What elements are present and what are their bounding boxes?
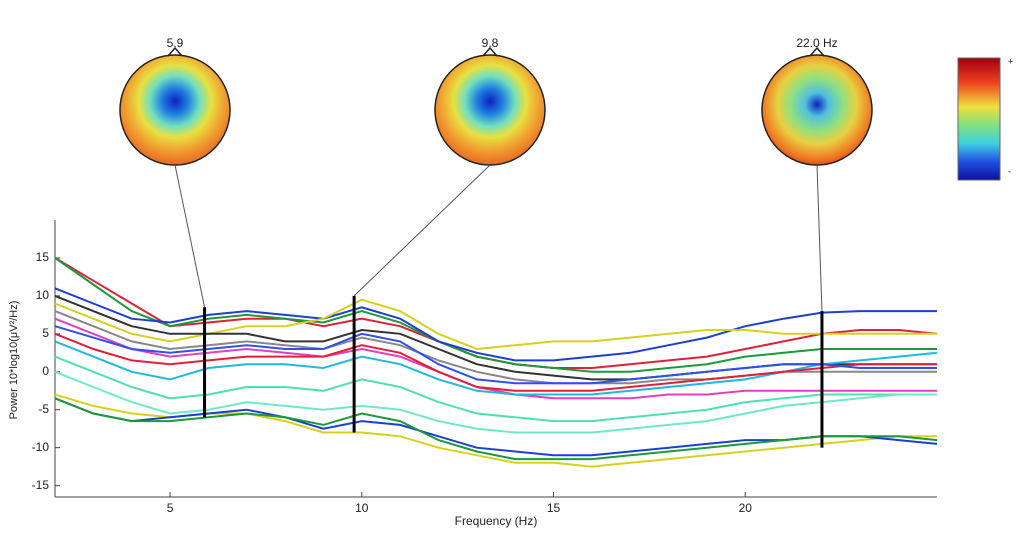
y-axis-label: Power 10*log10(μV²/Hz) bbox=[8, 301, 20, 420]
topomap-label: 22.0 Hz bbox=[796, 36, 837, 50]
y-tick-label: 10 bbox=[36, 288, 50, 302]
spectrum-line bbox=[54, 298, 937, 351]
topomaps bbox=[119, 46, 873, 166]
scalp-map bbox=[119, 54, 231, 166]
colorbar bbox=[957, 57, 1001, 181]
spectrum-line bbox=[54, 332, 937, 392]
scalp-map bbox=[761, 54, 873, 166]
spectrum-line bbox=[54, 397, 938, 461]
spectrum-line bbox=[54, 317, 937, 400]
spectrum-line bbox=[54, 257, 937, 373]
colorbar-label: - bbox=[1008, 166, 1011, 176]
x-tick-label: 15 bbox=[547, 501, 561, 515]
nose bbox=[167, 46, 825, 57]
spectrum-line bbox=[54, 397, 938, 457]
y-tick-label: 5 bbox=[42, 326, 49, 340]
spectrum-line bbox=[54, 355, 937, 423]
spectrum-line bbox=[54, 370, 937, 434]
x-tick-label: 20 bbox=[739, 501, 753, 515]
spectrum-line bbox=[54, 287, 937, 362]
y-tick-label: -15 bbox=[32, 478, 50, 492]
y-tick-label: -10 bbox=[32, 440, 50, 454]
x-axis-label: Frequency (Hz) bbox=[455, 514, 538, 528]
topomap-label: 9.8 bbox=[482, 36, 499, 50]
topomap-label: 5.9 bbox=[167, 36, 184, 50]
connector bbox=[174, 164, 206, 308]
y-tick-label: 15 bbox=[36, 250, 50, 264]
spectrum-line bbox=[54, 325, 937, 385]
connector bbox=[816, 164, 823, 312]
x-tick-label: 10 bbox=[355, 501, 369, 515]
scalp-map bbox=[434, 54, 546, 166]
y-tick-label: 0 bbox=[42, 364, 49, 378]
y-tick-label: -5 bbox=[38, 402, 49, 416]
x-tick-label: 5 bbox=[167, 501, 174, 515]
connector bbox=[353, 164, 491, 297]
colorbar-label: + bbox=[1008, 56, 1013, 66]
